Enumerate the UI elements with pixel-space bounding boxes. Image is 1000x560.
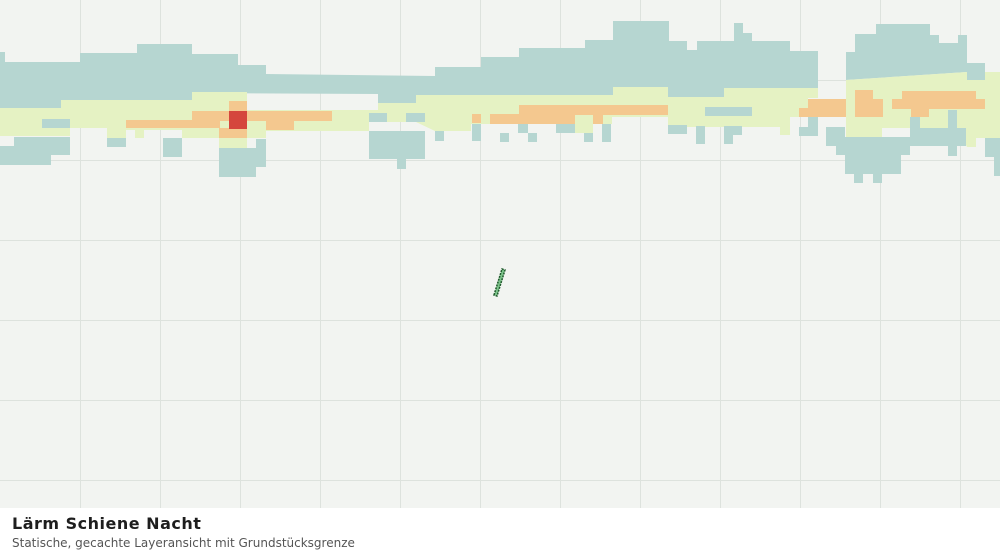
noise-layer [0, 21, 1000, 183]
layer-title: Lärm Schiene Nacht [12, 514, 202, 533]
parcel-boundary [493, 268, 506, 297]
layer-subtitle: Statische, gecachte Layeransicht mit Gru… [12, 536, 355, 550]
map-view [0, 0, 1000, 508]
legend-footer: Lärm Schiene Nacht Statische, gecachte L… [0, 508, 1000, 560]
